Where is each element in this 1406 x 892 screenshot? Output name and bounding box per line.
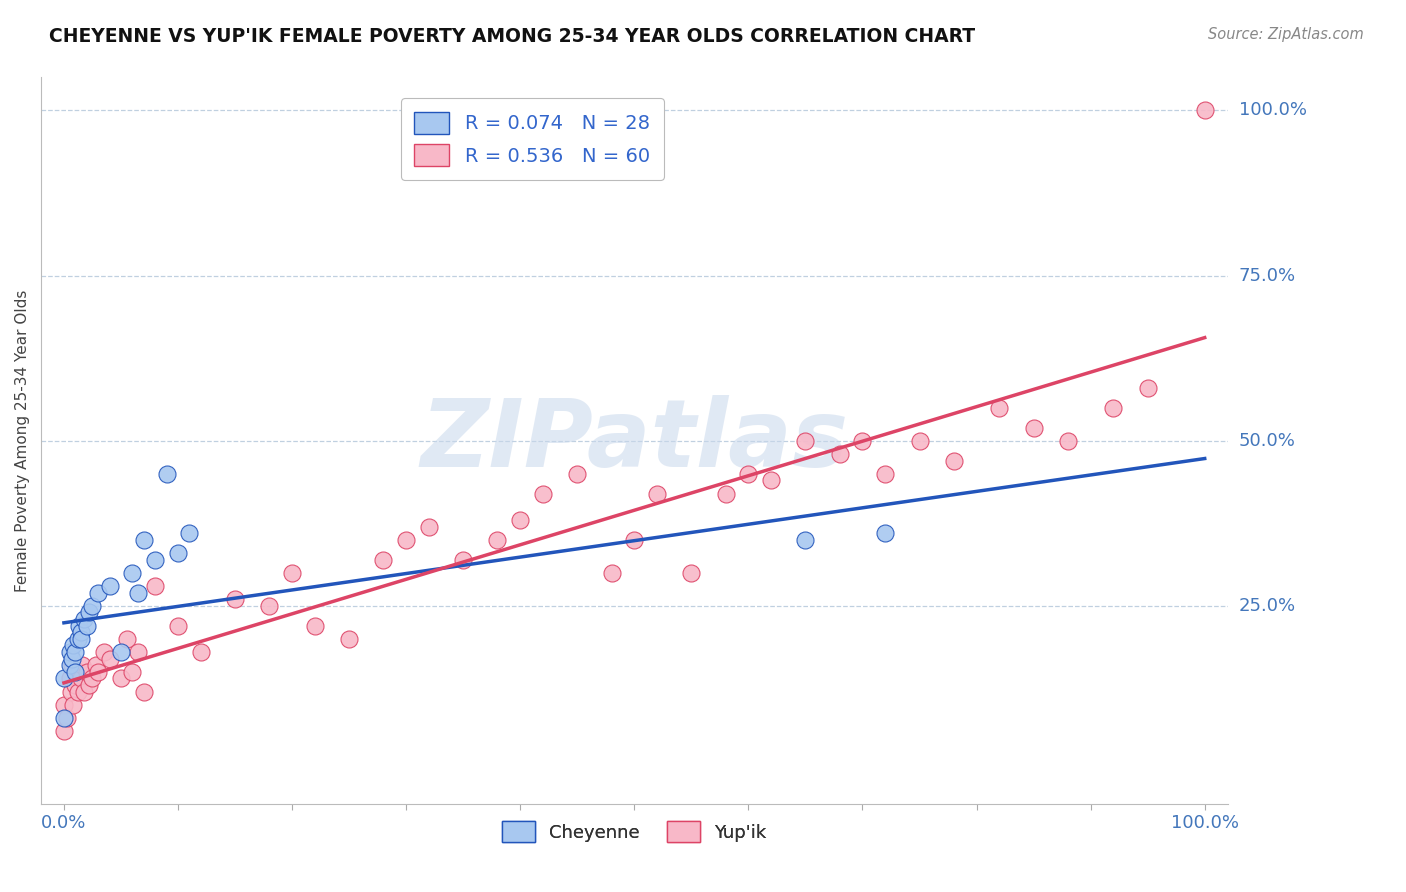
Point	[761, 473, 783, 487]
Point	[1022, 420, 1045, 434]
Point	[451, 552, 474, 566]
Point	[681, 566, 703, 580]
Point	[127, 585, 149, 599]
Point	[98, 651, 121, 665]
Point	[988, 401, 1011, 415]
Point	[224, 592, 246, 607]
Point	[737, 467, 759, 481]
Point	[59, 672, 82, 686]
Point	[110, 645, 132, 659]
Text: Source: ZipAtlas.com: Source: ZipAtlas.com	[1208, 27, 1364, 42]
Point	[77, 678, 100, 692]
Point	[418, 519, 440, 533]
Point	[98, 579, 121, 593]
Point	[623, 533, 645, 547]
Y-axis label: Female Poverty Among 25-34 Year Olds: Female Poverty Among 25-34 Year Olds	[15, 290, 30, 592]
Point	[82, 599, 104, 613]
Point	[56, 711, 79, 725]
Point	[132, 533, 155, 547]
Point	[127, 645, 149, 659]
Text: ZIPatlas: ZIPatlas	[420, 395, 848, 487]
Point	[62, 698, 84, 712]
Point	[600, 566, 623, 580]
Point	[73, 684, 96, 698]
Point	[87, 585, 110, 599]
Point	[70, 632, 93, 646]
Point	[828, 447, 851, 461]
Point	[82, 672, 104, 686]
Point	[77, 606, 100, 620]
Point	[794, 434, 817, 448]
Point	[73, 612, 96, 626]
Point	[65, 665, 87, 679]
Point	[567, 467, 589, 481]
Point	[1056, 434, 1078, 448]
Point	[1102, 401, 1125, 415]
Point	[84, 658, 107, 673]
Point	[67, 618, 90, 632]
Point	[121, 665, 143, 679]
Point	[66, 684, 89, 698]
Point	[190, 645, 212, 659]
Point	[908, 434, 931, 448]
Legend: Cheyenne, Yup'ik: Cheyenne, Yup'ik	[495, 814, 773, 849]
Point	[70, 625, 93, 640]
Point	[110, 672, 132, 686]
Point	[76, 665, 98, 679]
Point	[509, 513, 531, 527]
Text: 50.0%: 50.0%	[1239, 432, 1295, 450]
Point	[70, 658, 93, 673]
Point	[115, 632, 138, 646]
Point	[93, 645, 115, 659]
Point	[65, 678, 87, 692]
Point	[486, 533, 509, 547]
Point	[52, 672, 75, 686]
Point	[65, 645, 87, 659]
Point	[62, 639, 84, 653]
Point	[52, 698, 75, 712]
Point	[875, 467, 897, 481]
Text: 25.0%: 25.0%	[1239, 597, 1296, 615]
Text: CHEYENNE VS YUP'IK FEMALE POVERTY AMONG 25-34 YEAR OLDS CORRELATION CHART: CHEYENNE VS YUP'IK FEMALE POVERTY AMONG …	[49, 27, 976, 45]
Point	[167, 618, 190, 632]
Point	[645, 486, 668, 500]
Point	[395, 533, 418, 547]
Point	[851, 434, 873, 448]
Point	[531, 486, 554, 500]
Point	[52, 711, 75, 725]
Point	[373, 552, 395, 566]
Point	[875, 526, 897, 541]
Text: 100.0%: 100.0%	[1239, 102, 1306, 120]
Point	[52, 724, 75, 739]
Point	[60, 658, 83, 673]
Point	[143, 552, 166, 566]
Point	[167, 546, 190, 560]
Point	[59, 684, 82, 698]
Point	[87, 665, 110, 679]
Point	[714, 486, 737, 500]
Point	[942, 453, 965, 467]
Point	[179, 526, 201, 541]
Point	[1136, 381, 1159, 395]
Point	[59, 645, 82, 659]
Point	[794, 533, 817, 547]
Point	[67, 665, 90, 679]
Point	[155, 467, 177, 481]
Point	[76, 618, 98, 632]
Point	[132, 684, 155, 698]
Text: 75.0%: 75.0%	[1239, 267, 1296, 285]
Point	[59, 658, 82, 673]
Point	[1194, 103, 1216, 118]
Point	[304, 618, 326, 632]
Point	[121, 566, 143, 580]
Point	[66, 632, 89, 646]
Point	[143, 579, 166, 593]
Point	[259, 599, 281, 613]
Point	[70, 672, 93, 686]
Point	[60, 651, 83, 665]
Point	[337, 632, 360, 646]
Point	[281, 566, 304, 580]
